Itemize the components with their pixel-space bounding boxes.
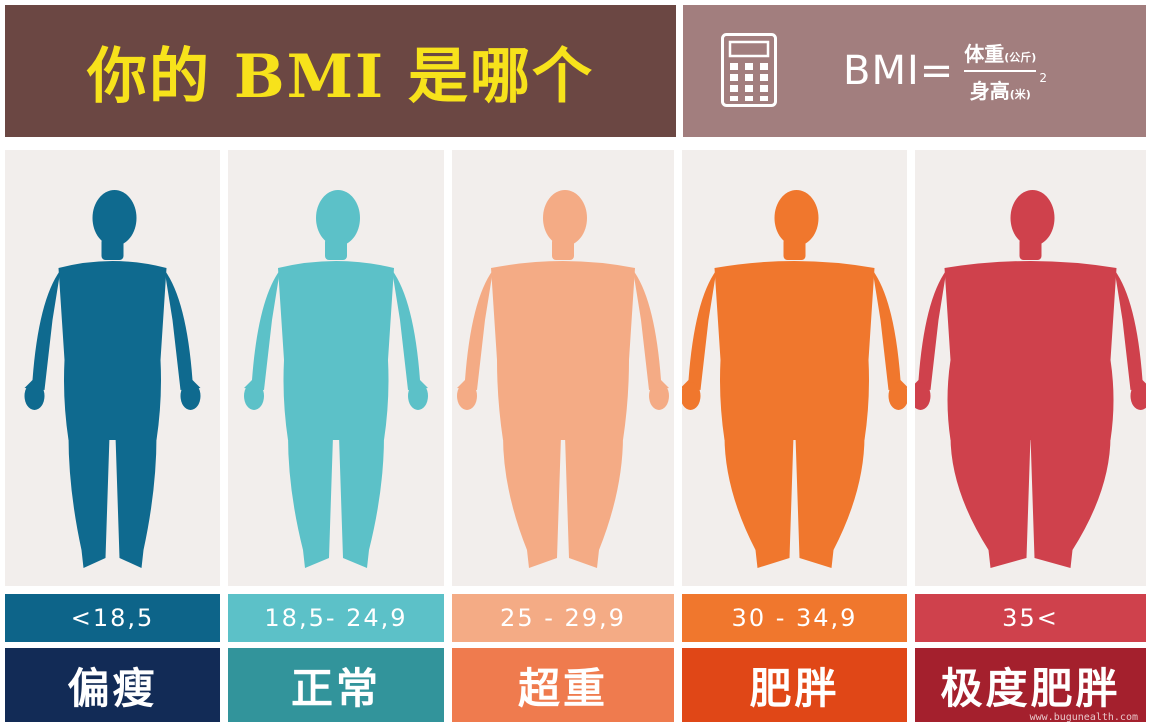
formula-numerator: 体重	[964, 42, 1005, 66]
category-label-normal: 正常	[228, 648, 444, 722]
range-badge-normal: 18,5- 24,9	[228, 594, 444, 642]
body-silhouette-icon	[244, 190, 428, 568]
body-silhouette-icon	[457, 190, 669, 568]
body-silhouette-icon	[682, 190, 907, 568]
bmi-formula: BMI= 体重(公斤) 身高(米) 2	[843, 35, 1047, 107]
figure-panel-overweight	[452, 150, 674, 586]
watermark: www.bugunealth.com	[1029, 712, 1138, 723]
figure-panel-extremely-obese	[915, 150, 1146, 586]
category-label-obese: 肥胖	[682, 648, 907, 722]
formula-fraction: 体重(公斤) 身高(米)	[964, 38, 1037, 104]
formula-denominator-unit: (米)	[1009, 88, 1031, 101]
range-badge-underweight: <18,5	[5, 594, 220, 642]
calculator-icon	[721, 33, 777, 107]
formula-banner: BMI= 体重(公斤) 身高(米) 2	[683, 5, 1146, 137]
formula-exponent: 2	[1039, 71, 1047, 85]
formula-numerator-unit: (公斤)	[1004, 51, 1037, 64]
title-banner: 你的 BMI 是哪个	[5, 5, 676, 137]
category-label-overweight: 超重	[452, 648, 674, 722]
formula-denominator: 身高	[969, 79, 1010, 103]
fraction-line	[964, 70, 1037, 72]
range-badge-overweight: 25 - 29,9	[452, 594, 674, 642]
body-silhouette-icon	[24, 190, 201, 568]
figure-panel-underweight	[5, 150, 220, 586]
formula-lhs: BMI=	[843, 48, 955, 94]
body-silhouette-icon	[915, 190, 1146, 568]
category-label-underweight: 偏瘦	[5, 648, 220, 722]
page-title: 你的 BMI 是哪个	[87, 41, 594, 112]
category-label-extremely-obese: 极度肥胖	[915, 648, 1146, 722]
figure-panel-normal	[228, 150, 444, 586]
range-badge-obese: 30 - 34,9	[682, 594, 907, 642]
figure-panel-obese	[682, 150, 907, 586]
range-badge-extremely-obese: 35<	[915, 594, 1146, 642]
